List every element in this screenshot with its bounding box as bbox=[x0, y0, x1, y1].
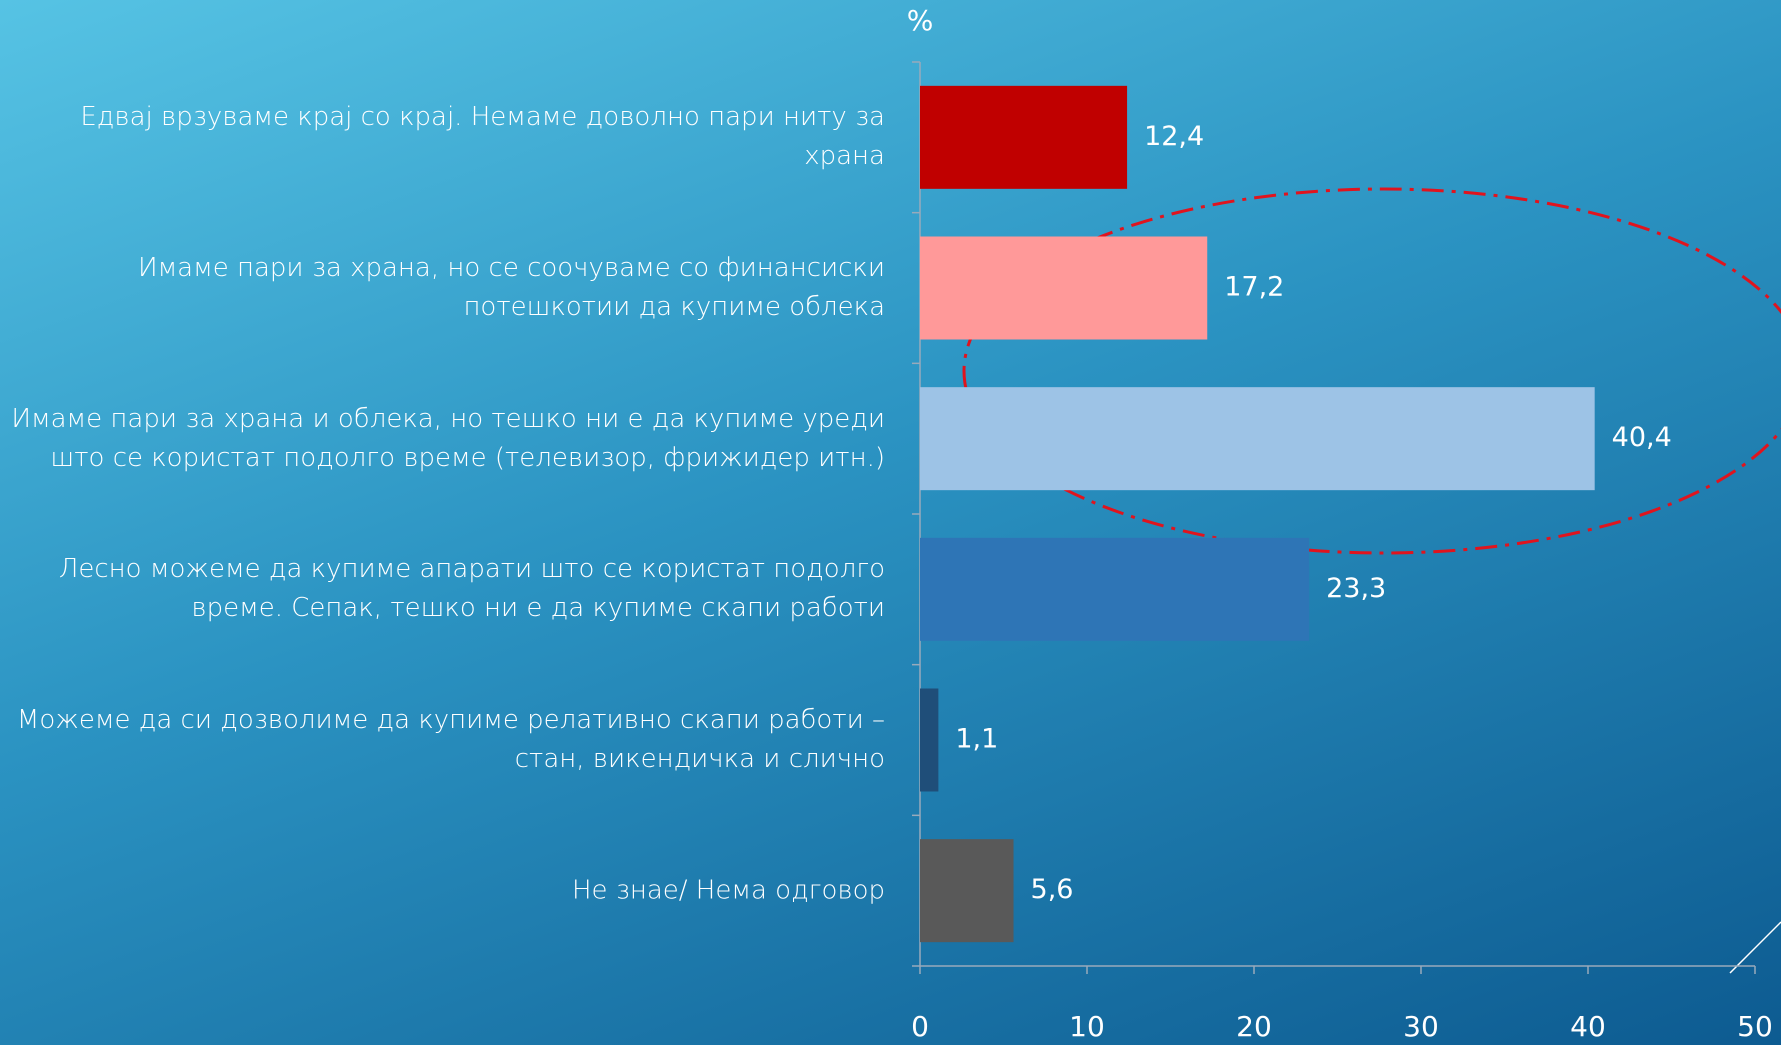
x-tick-label: 30 bbox=[1403, 1010, 1439, 1043]
bar bbox=[920, 85, 1128, 189]
x-tick-label: 0 bbox=[911, 1010, 929, 1043]
category-label: Имаме пари за храна и облека, но тешко н… bbox=[11, 403, 885, 473]
x-tick-label: 20 bbox=[1236, 1010, 1272, 1043]
value-label: 12,4 bbox=[1144, 121, 1204, 152]
value-label: 5,6 bbox=[1031, 874, 1074, 905]
category-label: Едвај врзуваме крај со крај. Немаме дово… bbox=[80, 102, 885, 172]
decoration-line bbox=[1729, 921, 1781, 974]
axis-label: % bbox=[907, 4, 934, 37]
category-label: Имаме пари за храна, но се соочуваме со … bbox=[137, 253, 885, 322]
category-label: Можеме да си дозволиме да купиме релатив… bbox=[16, 705, 885, 774]
value-label: 40,4 bbox=[1612, 422, 1672, 453]
value-label: 17,2 bbox=[1224, 272, 1284, 303]
x-tick-label: 40 bbox=[1570, 1010, 1606, 1043]
bar bbox=[920, 236, 1208, 340]
highlight-ellipse bbox=[962, 187, 1781, 555]
category-label: Не знае/ Нема одговор bbox=[571, 875, 885, 906]
bar bbox=[920, 839, 1014, 943]
x-tick-label: 50 bbox=[1737, 1010, 1773, 1043]
x-tick-label: 10 bbox=[1069, 1010, 1105, 1043]
bar bbox=[920, 537, 1310, 641]
value-label: 1,1 bbox=[955, 724, 998, 755]
category-label: Лесно можеме да купиме апарати што се ко… bbox=[58, 554, 885, 624]
bar bbox=[920, 387, 1595, 491]
value-label: 23,3 bbox=[1326, 573, 1386, 604]
bar bbox=[920, 688, 939, 792]
